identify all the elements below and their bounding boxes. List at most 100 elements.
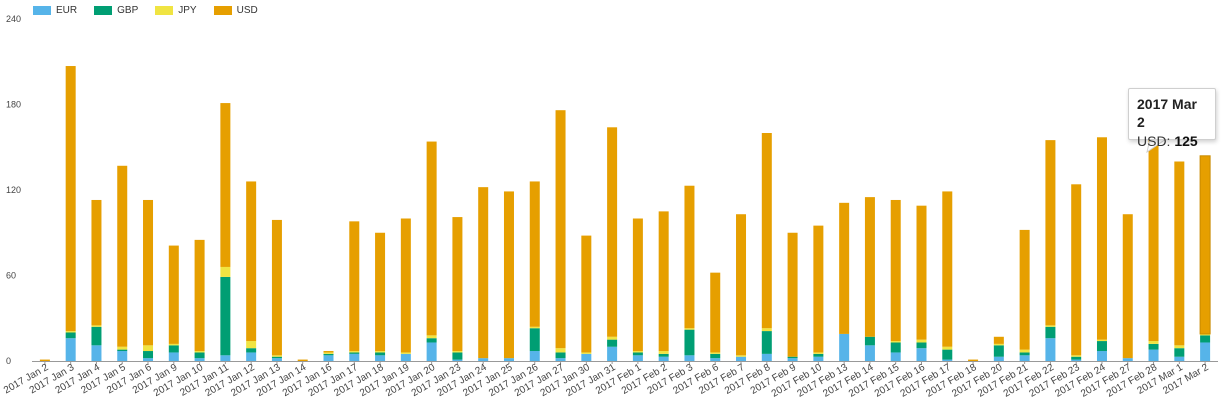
bar-segment-gbp[interactable] — [426, 338, 437, 343]
bar-segment-gbp[interactable] — [117, 349, 128, 352]
bar-segment-usd[interactable] — [684, 185, 695, 329]
bar-segment-gbp[interactable] — [65, 332, 76, 339]
bar-segment-eur[interactable] — [581, 353, 592, 361]
bar-segment-eur[interactable] — [529, 351, 540, 361]
bar-segment-eur[interactable] — [916, 348, 927, 361]
bar-segment-usd[interactable] — [916, 205, 927, 340]
bar-segment-jpy[interactable] — [761, 328, 772, 332]
bar-segment-jpy[interactable] — [400, 352, 411, 354]
bar-segment-eur[interactable] — [555, 358, 566, 361]
bar-segment-usd[interactable] — [400, 218, 411, 353]
bar-segment-eur[interactable] — [736, 356, 747, 361]
bar-segment-eur[interactable] — [1071, 359, 1082, 361]
bar-segment-gbp[interactable] — [942, 349, 953, 360]
bar-segment-usd[interactable] — [710, 272, 721, 353]
bar-segment-eur[interactable] — [1148, 349, 1159, 361]
bar-segment-jpy[interactable] — [658, 351, 669, 354]
bar-segment-jpy[interactable] — [1071, 355, 1082, 357]
bar-segment-eur[interactable] — [65, 338, 76, 361]
bar-segment-usd[interactable] — [220, 103, 231, 267]
bar-segment-gbp[interactable] — [813, 353, 824, 357]
bar-segment-usd[interactable] — [1148, 133, 1159, 342]
bar-segment-gbp[interactable] — [607, 339, 618, 347]
bar-segment-eur[interactable] — [1019, 355, 1030, 361]
bar-segment-usd[interactable] — [529, 181, 540, 327]
bar-segment-gbp[interactable] — [168, 345, 179, 353]
bar-segment-gbp[interactable] — [246, 348, 257, 353]
bar-segment-jpy[interactable] — [529, 326, 540, 329]
bar-segment-eur[interactable] — [168, 352, 179, 361]
bar-segment-gbp[interactable] — [658, 353, 669, 357]
bar-segment-jpy[interactable] — [1096, 339, 1107, 342]
bar-segment-usd[interactable] — [1174, 161, 1185, 346]
legend-item-jpy[interactable]: JPY — [155, 5, 197, 16]
bar-segment-gbp[interactable] — [529, 328, 540, 352]
bar-segment-gbp[interactable] — [1096, 341, 1107, 352]
bar-segment-eur[interactable] — [246, 352, 257, 361]
bar-segment-jpy[interactable] — [194, 351, 205, 353]
bar-segment-gbp[interactable] — [1019, 352, 1030, 356]
bar-segment-usd[interactable] — [555, 110, 566, 349]
bar-segment-usd[interactable] — [194, 239, 205, 352]
bar-segment-jpy[interactable] — [890, 341, 901, 343]
bar-segment-eur[interactable] — [942, 359, 953, 361]
bar-segment-eur[interactable] — [117, 351, 128, 361]
bar-segment-jpy[interactable] — [220, 266, 231, 277]
bar-segment-eur[interactable] — [1122, 358, 1133, 361]
bar-segment-usd[interactable] — [143, 199, 154, 346]
bar-segment-jpy[interactable] — [1148, 341, 1159, 344]
bar-segment-jpy[interactable] — [271, 355, 282, 357]
bar-segment-jpy[interactable] — [1174, 345, 1185, 349]
bar-segment-gbp[interactable] — [993, 345, 1004, 357]
bar-segment-eur[interactable] — [220, 355, 231, 361]
bar-segment-gbp[interactable] — [916, 342, 927, 349]
bar-segment-usd[interactable] — [1096, 137, 1107, 340]
bar-segment-usd[interactable] — [168, 245, 179, 344]
legend-item-eur[interactable]: EUR — [33, 5, 77, 16]
bar-segment-usd[interactable] — [761, 133, 772, 329]
bar-segment-usd[interactable] — [839, 202, 850, 334]
bar-segment-jpy[interactable] — [65, 331, 76, 333]
bar-segment-jpy[interactable] — [1200, 333, 1211, 336]
bar-segment-gbp[interactable] — [1200, 335, 1211, 343]
bar-segment-jpy[interactable] — [349, 351, 360, 353]
bar-segment-jpy[interactable] — [993, 343, 1004, 346]
bar-segment-eur[interactable] — [993, 356, 1004, 361]
bar-segment-eur[interactable] — [426, 342, 437, 361]
bar-segment-usd[interactable] — [968, 359, 979, 361]
bar-segment-eur[interactable] — [890, 352, 901, 361]
bar-segment-eur[interactable] — [1045, 338, 1056, 361]
bar-segment-jpy[interactable] — [1019, 349, 1030, 353]
bar-segment-eur[interactable] — [658, 356, 669, 361]
bar-segment-eur[interactable] — [143, 358, 154, 361]
bar-segment-eur[interactable] — [839, 333, 850, 361]
bar-segment-gbp[interactable] — [323, 353, 334, 356]
bar-segment-jpy[interactable] — [1045, 325, 1056, 327]
bar-segment-usd[interactable] — [246, 181, 257, 342]
bar-segment-usd[interactable] — [426, 141, 437, 336]
bar-segment-eur[interactable] — [632, 355, 643, 361]
bar-segment-jpy[interactable] — [632, 351, 643, 353]
bar-segment-usd[interactable] — [1071, 184, 1082, 356]
bar-segment-usd[interactable] — [271, 219, 282, 356]
bar-segment-usd[interactable] — [581, 235, 592, 353]
bar-segment-usd[interactable] — [607, 127, 618, 337]
bar-segment-gbp[interactable] — [684, 329, 695, 356]
bar-segment-eur[interactable] — [349, 353, 360, 361]
bar-segment-jpy[interactable] — [117, 346, 128, 350]
bar-segment-eur[interactable] — [813, 356, 824, 361]
bar-segment-jpy[interactable] — [555, 348, 566, 353]
bar-segment-gbp[interactable] — [271, 356, 282, 359]
bar-segment-gbp[interactable] — [890, 342, 901, 353]
bar-segment-usd[interactable] — [993, 336, 1004, 344]
bar-segment-gbp[interactable] — [194, 352, 205, 359]
bar-segment-eur[interactable] — [194, 358, 205, 361]
bar-segment-usd[interactable] — [787, 232, 798, 357]
bar-segment-jpy[interactable] — [375, 351, 386, 353]
bar-segment-gbp[interactable] — [143, 351, 154, 359]
bar-segment-usd[interactable] — [942, 191, 953, 347]
bar-segment-eur[interactable] — [710, 358, 721, 361]
bar-segment-usd[interactable] — [117, 165, 128, 347]
bar-segment-usd[interactable] — [297, 359, 308, 361]
bar-segment-gbp[interactable] — [710, 353, 721, 359]
